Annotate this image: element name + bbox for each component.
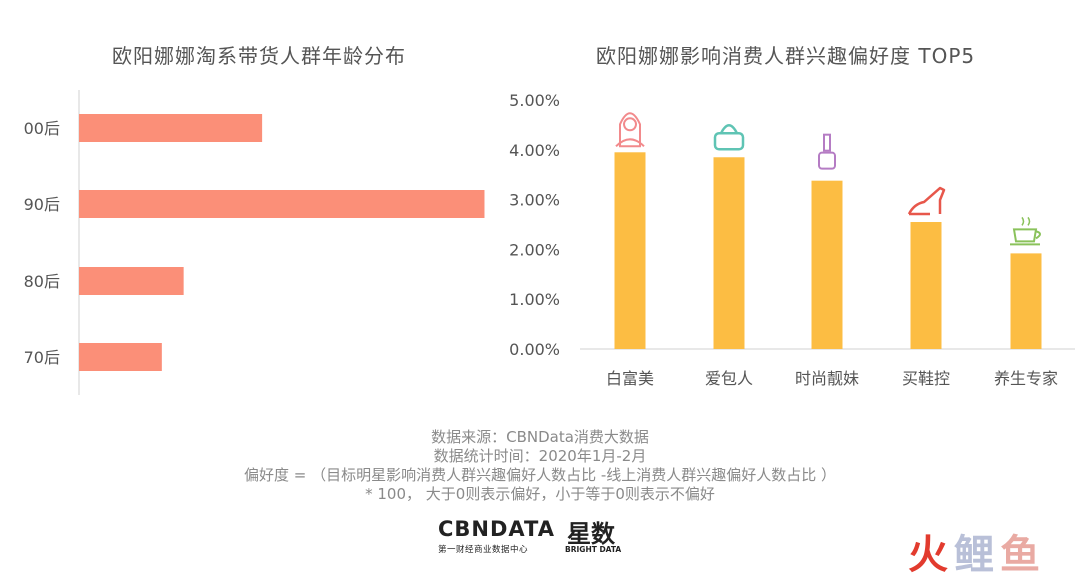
- woman-shoulders: [615, 138, 645, 148]
- right-y-tick-label: 3.00%: [509, 191, 560, 210]
- right-category-label: 爱包人: [705, 369, 753, 388]
- huoliyu-logo-huo: 火: [908, 532, 954, 578]
- formula-note: 偏好度 = （目标明星影响消费人群兴趣偏好人数占比 -线上消费人群兴趣偏好人数占…: [243, 466, 837, 484]
- teacup-handle: [1035, 230, 1041, 240]
- left-bar: [79, 343, 162, 371]
- right-y-tick-label: 1.00%: [509, 290, 560, 309]
- right-bar: [811, 180, 843, 349]
- cbndata-logo-subtitle: 第一财经商业数据中心: [438, 545, 529, 555]
- handbag-icon: [713, 124, 745, 151]
- right-y-tick-label: 0.00%: [509, 340, 560, 359]
- bright-data-logo: 星数: [567, 520, 615, 548]
- left-category-label: 80后: [24, 272, 60, 291]
- right-category-label: 时尚靓妹: [795, 369, 859, 388]
- right-y-tick-label: 2.00%: [509, 240, 560, 259]
- woman-face: [623, 117, 637, 132]
- right-category-label: 养生专家: [994, 369, 1058, 388]
- teacup-steam: [1021, 216, 1031, 226]
- right-y-tick-label: 5.00%: [509, 91, 560, 110]
- right-bar: [1010, 253, 1042, 349]
- teacup-icon: [1010, 216, 1041, 246]
- woman-hair: [619, 112, 641, 148]
- formula-note-2: * 100， 大于0则表示偏好，小于等于0则表示不偏好: [365, 485, 715, 503]
- left-bar: [79, 114, 263, 142]
- teacup-cup: [1012, 228, 1038, 243]
- right-bar: [910, 222, 942, 349]
- period-note: 数据统计时间：2020年1月-2月: [433, 447, 647, 465]
- right-category-label: 白富美: [606, 369, 654, 388]
- left-category-label: 90后: [24, 195, 60, 214]
- handbag-body: [713, 132, 745, 151]
- source-note: 数据来源：CBNData消费大数据: [431, 428, 649, 446]
- left-bar: [79, 267, 184, 295]
- right-bar: [713, 157, 745, 349]
- handbag-handle: [719, 124, 739, 134]
- nail-polish-bottle: [818, 151, 836, 170]
- high-heel-icon: [907, 186, 946, 216]
- right-bar: [614, 152, 646, 349]
- nail-polish-cap: [823, 133, 831, 152]
- high-heel-shape: [907, 186, 946, 215]
- nail-polish-icon: [818, 133, 836, 170]
- left-category-label: 00后: [24, 119, 60, 138]
- huoliyu-logo: 火鲤鱼: [908, 522, 1046, 580]
- left-category-label: 70后: [24, 348, 60, 367]
- bright-data-logo-subtitle: BRIGHT DATA: [565, 545, 622, 554]
- woman-icon: [615, 112, 645, 148]
- right-category-label: 买鞋控: [902, 369, 950, 388]
- left-chart-title: 欧阳娜娜淘系带货人群年龄分布: [112, 44, 406, 68]
- left-bar: [79, 190, 485, 218]
- cbndata-logo: CBNDATA: [438, 517, 555, 541]
- right-chart-title: 欧阳娜娜影响消费人群兴趣偏好度 TOP5: [596, 44, 976, 68]
- huoliyu-logo-li: 鲤: [954, 532, 1000, 578]
- right-y-tick-label: 4.00%: [509, 141, 560, 160]
- huoliyu-logo-yu: 鱼: [1000, 532, 1046, 578]
